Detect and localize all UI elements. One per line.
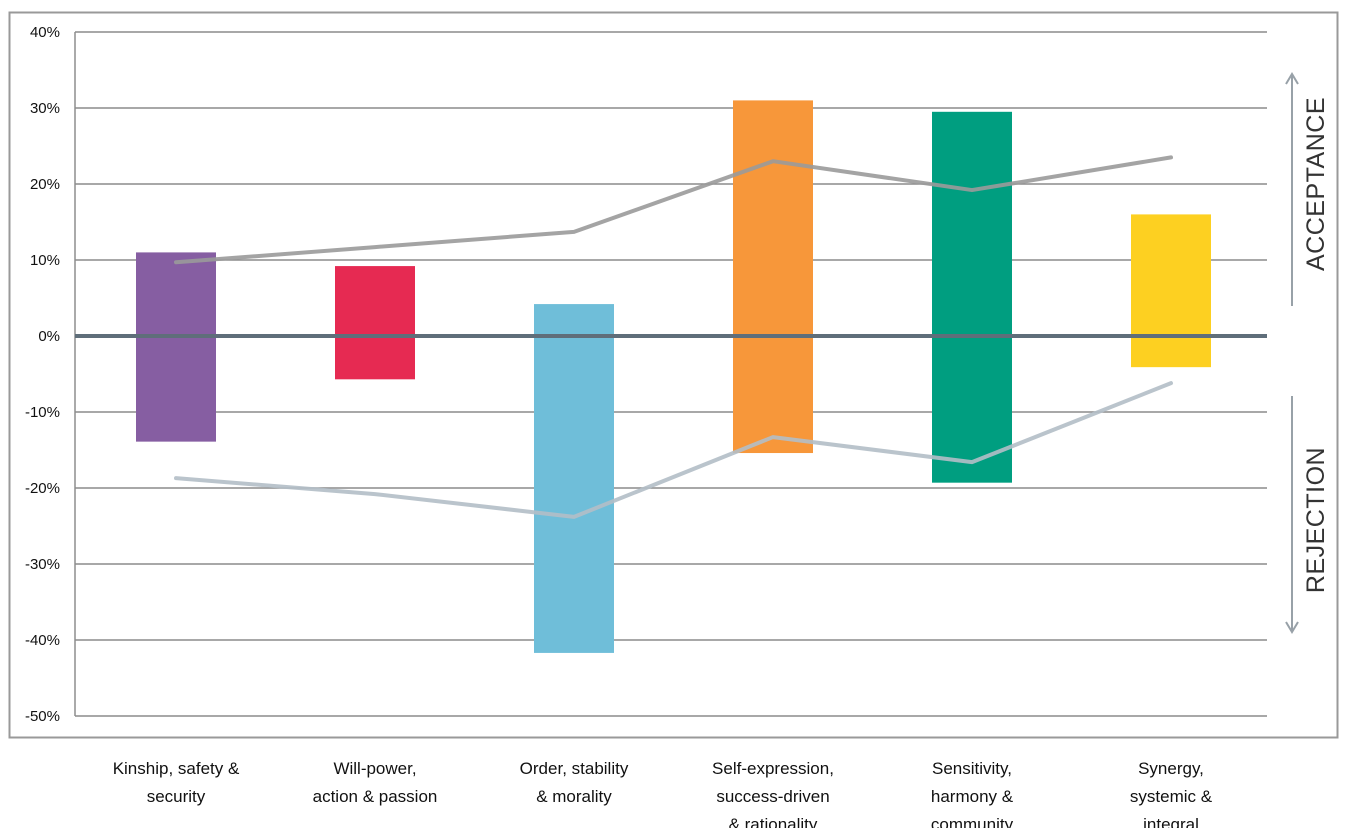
category-label-line: harmony & [931,787,1014,806]
bars [136,100,1211,653]
category-label-line: community [931,815,1014,828]
y-tick-label: 20% [30,176,60,193]
category-label: Order, stability & morality [520,759,629,806]
bar [932,111,1012,483]
category-label-line: systemic & [1130,787,1213,806]
bar [1131,214,1211,368]
bar [335,266,415,380]
bar [733,100,813,454]
y-tick-label: -10% [25,404,60,421]
chart-frame [8,11,1339,739]
y-tick-label: -30% [25,556,60,573]
y-axis-ticks: 40% 30% 20% 10% 0% -10% -20% -30% -40% -50% [25,24,60,725]
acceptance-annotation: ACCEPTANCE [1285,72,1330,306]
y-tick-label: 40% [30,24,60,41]
y-tick-label: 30% [30,100,60,117]
category-label-line: & rationality [729,815,818,828]
x-axis-labels: Kinship, safety & security Will-power, acti… [113,759,1213,828]
category-label: Synergy, systemic & integral [1130,759,1213,828]
acceptance-label: ACCEPTANCE [1302,97,1330,271]
y-tick-label: -40% [25,632,60,649]
series-line-2 [174,381,1173,519]
category-label-line: Synergy, [1138,759,1204,778]
rejection-annotation: REJECTION [1285,396,1330,634]
category-label: Sensitivity, harmony & community [931,759,1014,828]
category-label-line: Order, stability [520,759,629,778]
category-label: Will-power, action & passion [313,759,438,806]
gridlines [74,31,1267,717]
category-label-line: success-driven [716,787,829,806]
series-line-1 [174,155,1173,265]
category-label-line: Sensitivity, [932,759,1012,778]
category-label-line: Self-expression, [712,759,834,778]
category-label-line: Will-power, [333,759,416,778]
category-label-line: Kinship, safety & [113,759,240,778]
category-label-line: security [147,787,206,806]
bar [136,252,216,442]
rejection-label: REJECTION [1302,447,1330,593]
y-tick-label: 0% [38,328,60,345]
series-lines [174,155,1173,519]
category-label-line: action & passion [313,787,438,806]
down-arrowhead-icon [1285,621,1299,634]
y-tick-label: -20% [25,480,60,497]
y-tick-label: -50% [25,708,60,725]
category-label-line: & morality [536,787,612,806]
up-arrowhead-icon [1285,72,1299,85]
y-tick-label: 10% [30,252,60,269]
category-label: Self-expression, success-driven & rational… [712,759,834,828]
bar [534,304,614,653]
category-label: Kinship, safety & security [113,759,240,806]
category-label-line: integral [1143,815,1199,828]
